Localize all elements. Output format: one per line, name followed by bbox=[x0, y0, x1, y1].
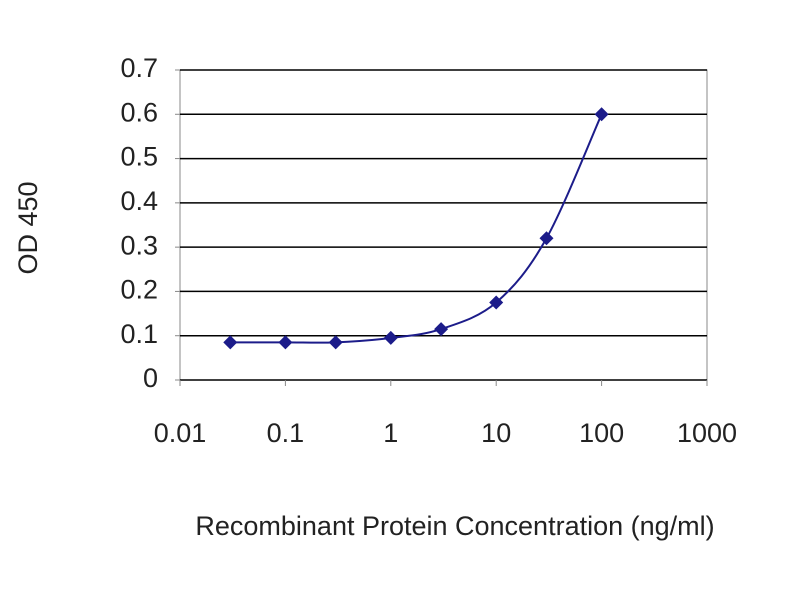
x-tick-label: 10 bbox=[481, 418, 511, 448]
data-point bbox=[594, 107, 609, 122]
x-tick-label: 100 bbox=[579, 418, 624, 448]
x-tick-label: 0.1 bbox=[267, 418, 305, 448]
y-tick-label: 0.7 bbox=[120, 53, 158, 83]
y-tick-label: 0.3 bbox=[120, 230, 158, 260]
data-point bbox=[383, 330, 398, 345]
data-point bbox=[489, 295, 504, 310]
data-point bbox=[539, 231, 554, 246]
y-tick-label: 0.1 bbox=[120, 319, 158, 349]
x-tick-label: 0.01 bbox=[154, 418, 207, 448]
data-point bbox=[223, 335, 238, 350]
x-tick-label: 1 bbox=[383, 418, 398, 448]
x-tick-label: 1000 bbox=[677, 418, 737, 448]
y-tick-label: 0.6 bbox=[120, 97, 158, 127]
data-point bbox=[328, 335, 343, 350]
data-point bbox=[278, 335, 293, 350]
x-axis-label: Recombinant Protein Concentration (ng/ml… bbox=[195, 511, 714, 541]
data-point bbox=[434, 322, 449, 337]
y-tick-label: 0.4 bbox=[120, 186, 158, 216]
y-tick-label: 0.2 bbox=[120, 275, 158, 305]
y-tick-label: 0.5 bbox=[120, 142, 158, 172]
y-tick-label: 0 bbox=[143, 363, 158, 393]
y-axis-label: OD 450 bbox=[13, 181, 43, 274]
